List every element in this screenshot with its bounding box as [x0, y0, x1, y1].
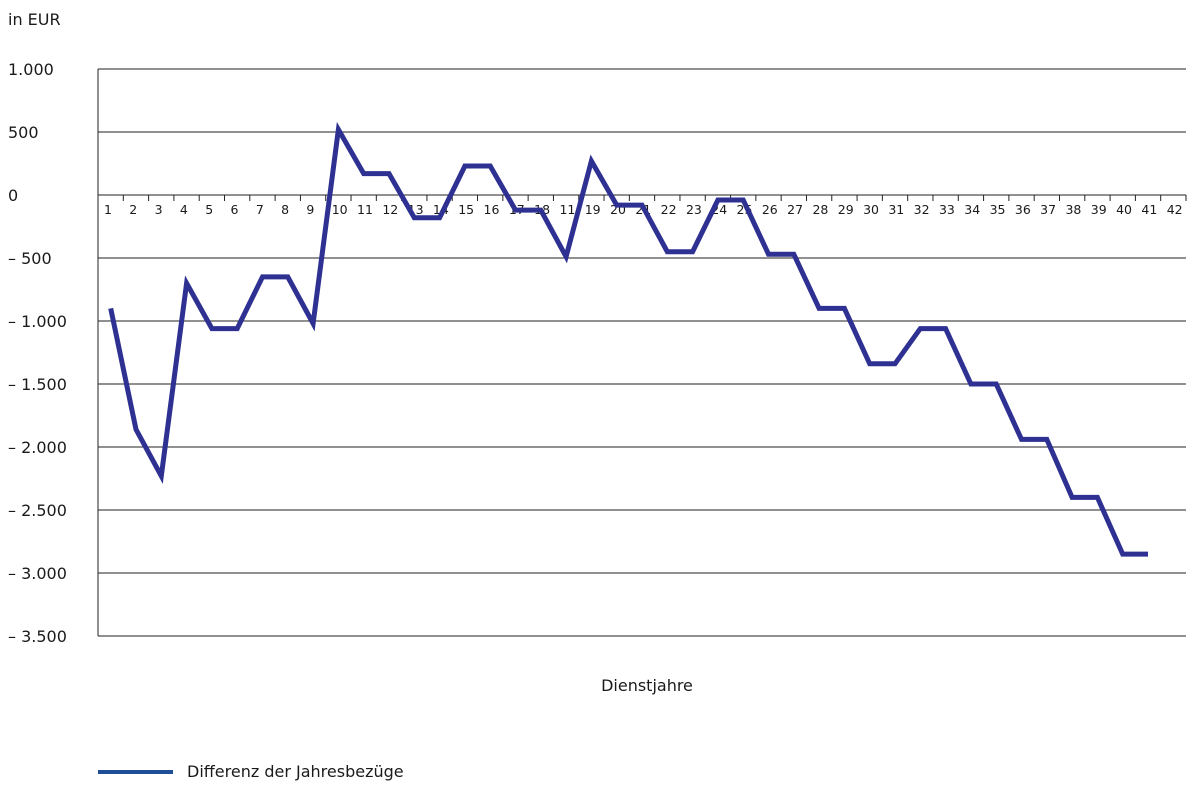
y-tick-label: – 3.500 [8, 627, 67, 646]
x-tick-label: 15 [458, 202, 474, 217]
y-unit-label: in EUR [8, 10, 61, 29]
x-tick-label: 19 [585, 202, 601, 217]
x-tick-label: 33 [939, 202, 955, 217]
x-tick-label: 6 [231, 202, 239, 217]
x-tick-label: 37 [1040, 202, 1056, 217]
x-tick-label: 26 [762, 202, 778, 217]
legend-label: Differenz der Jahresbezüge [187, 762, 404, 781]
x-tick-label: 32 [914, 202, 930, 217]
x-tick-label: 2 [129, 202, 137, 217]
y-tick-label: – 1.000 [8, 312, 67, 331]
x-tick-label: 36 [1015, 202, 1031, 217]
y-tick-label: 1.000 [8, 60, 54, 79]
x-tick-label: 16 [484, 202, 500, 217]
x-tick-label: 39 [1091, 202, 1107, 217]
x-tick-label: 38 [1065, 202, 1081, 217]
x-tick-label: 10 [332, 202, 348, 217]
x-tick-label: 30 [863, 202, 879, 217]
x-tick-label: 41 [1141, 202, 1157, 217]
x-tick-label: 35 [990, 202, 1006, 217]
x-tick-label: 12 [382, 202, 398, 217]
x-tick-label: 29 [838, 202, 854, 217]
legend-swatch [98, 769, 173, 774]
x-tick-label: 11 [559, 202, 575, 217]
x-tick-label: 40 [1116, 202, 1132, 217]
x-tick-label: 7 [256, 202, 264, 217]
x-tick-label: 34 [964, 202, 980, 217]
x-tick-label: 3 [155, 202, 163, 217]
x-tick-label: 8 [281, 202, 289, 217]
x-axis-ticks: 1 2 3 4 5 6 7 8 9 10 11 12 13 14 15 16 17 18 11 19 20 21 22 23 2… [97, 195, 1187, 217]
y-tick-label: 500 [8, 123, 39, 142]
y-tick-label: – 500 [8, 249, 52, 268]
series-layer [108, 121, 1148, 557]
x-tick-label: 4 [180, 202, 188, 217]
x-tick-label: 23 [686, 202, 702, 217]
y-tick-label: – 1.500 [8, 375, 67, 394]
y-tick-label: – 3.000 [8, 564, 67, 583]
y-tick-label: – 2.500 [8, 501, 67, 520]
legend: Differenz der Jahresbezüge [98, 762, 404, 781]
x-tick-label: 22 [661, 202, 677, 217]
x-axis-title: Dienstjahre [601, 676, 693, 695]
gridlines [97, 68, 1186, 637]
x-tick-label: 5 [205, 202, 213, 217]
y-tick-label: 0 [8, 186, 18, 205]
x-tick-label: 31 [888, 202, 904, 217]
y-tick-label: – 2.000 [8, 438, 67, 457]
x-tick-label: 11 [357, 202, 373, 217]
x-tick-label: 28 [812, 202, 828, 217]
y-axis-ticks: 1.000 500 0 – 500 – 1.000 – 1.500 – 2.000 – 2.5… [8, 60, 67, 646]
x-tick-label: 42 [1167, 202, 1183, 217]
series-line [108, 121, 1148, 557]
x-tick-label: 9 [306, 202, 314, 217]
x-tick-label: 27 [787, 202, 803, 217]
x-tick-label: 1 [104, 202, 112, 217]
